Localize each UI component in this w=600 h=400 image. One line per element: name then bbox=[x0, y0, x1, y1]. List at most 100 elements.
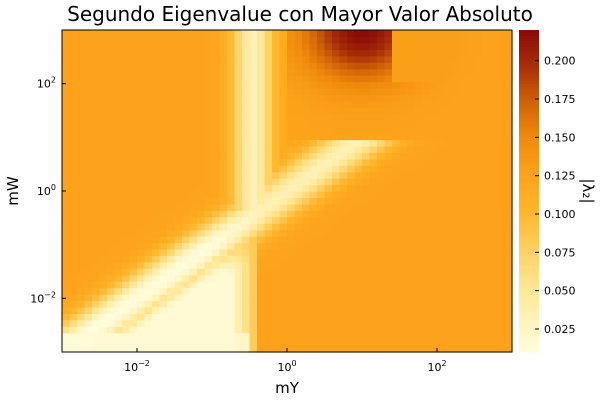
colorbar-segment bbox=[519, 252, 539, 256]
heatmap-cell bbox=[294, 281, 303, 289]
heatmap-cell bbox=[422, 145, 431, 153]
heatmap-cell bbox=[189, 223, 198, 231]
heatmap-cell bbox=[234, 145, 243, 153]
heatmap-cell bbox=[84, 319, 93, 327]
heatmap-cell bbox=[272, 223, 281, 231]
heatmap-cell bbox=[309, 87, 318, 95]
heatmap-cell bbox=[437, 126, 446, 134]
heatmap-cell bbox=[257, 242, 266, 250]
heatmap-cell bbox=[369, 300, 378, 308]
heatmap-cell bbox=[77, 306, 86, 314]
heatmap-cell bbox=[377, 145, 386, 153]
heatmap-cell bbox=[69, 255, 78, 263]
heatmap-cell bbox=[182, 345, 191, 353]
heatmap-cell bbox=[324, 281, 333, 289]
heatmap-cell bbox=[279, 191, 288, 199]
heatmap-cell bbox=[324, 345, 333, 353]
heatmap-cell bbox=[167, 120, 176, 128]
heatmap-cell bbox=[362, 216, 371, 224]
heatmap-cell bbox=[84, 313, 93, 321]
heatmap-cell bbox=[429, 281, 438, 289]
heatmap-cell bbox=[309, 81, 318, 89]
heatmap-cell bbox=[62, 113, 71, 121]
heatmap-cell bbox=[377, 229, 386, 237]
heatmap-cell bbox=[152, 87, 161, 95]
heatmap-cell bbox=[92, 30, 101, 38]
heatmap-cell bbox=[384, 178, 393, 186]
heatmap-cell bbox=[489, 281, 498, 289]
heatmap-cell bbox=[309, 55, 318, 63]
heatmap-cell bbox=[279, 68, 288, 76]
heatmap-cell bbox=[137, 223, 146, 231]
heatmap-cell bbox=[317, 274, 326, 282]
heatmap-cell bbox=[474, 210, 483, 218]
heatmap-cell bbox=[437, 339, 446, 347]
heatmap-cell bbox=[377, 107, 386, 115]
heatmap-cell bbox=[369, 113, 378, 121]
heatmap-cell bbox=[159, 139, 168, 147]
heatmap-cell bbox=[212, 184, 221, 192]
heatmap-cell bbox=[422, 294, 431, 302]
heatmap-cell bbox=[152, 236, 161, 244]
heatmap-cell bbox=[69, 113, 78, 121]
heatmap-cell bbox=[309, 261, 318, 269]
heatmap-cell bbox=[234, 306, 243, 314]
heatmap-cell bbox=[272, 68, 281, 76]
heatmap-cell bbox=[474, 94, 483, 102]
heatmap-cell bbox=[167, 139, 176, 147]
heatmap-cell bbox=[392, 75, 401, 83]
heatmap-cell bbox=[407, 68, 416, 76]
heatmap-cell bbox=[369, 42, 378, 50]
heatmap-cell bbox=[369, 126, 378, 134]
heatmap-cell bbox=[264, 339, 273, 347]
heatmap-cell bbox=[279, 145, 288, 153]
heatmap-cell bbox=[84, 306, 93, 314]
heatmap-cell bbox=[272, 294, 281, 302]
heatmap-cell bbox=[399, 178, 408, 186]
heatmap-cell bbox=[444, 120, 453, 128]
heatmap-cell bbox=[302, 229, 311, 237]
heatmap-cell bbox=[347, 332, 356, 340]
heatmap-cell bbox=[489, 287, 498, 295]
heatmap-cell bbox=[429, 242, 438, 250]
heatmap-cell bbox=[489, 326, 498, 334]
heatmap-cell bbox=[422, 191, 431, 199]
heatmap-cell bbox=[474, 287, 483, 295]
heatmap-cell bbox=[287, 248, 296, 256]
heatmap-cell bbox=[257, 300, 266, 308]
heatmap-cell bbox=[369, 75, 378, 83]
heatmap-cell bbox=[384, 332, 393, 340]
heatmap-cell bbox=[107, 94, 116, 102]
heatmap-cell bbox=[467, 345, 476, 353]
heatmap-cell bbox=[77, 139, 86, 147]
heatmap-cell bbox=[362, 184, 371, 192]
heatmap-cell bbox=[339, 36, 348, 44]
heatmap-cell bbox=[287, 210, 296, 218]
heatmap-cell bbox=[332, 268, 341, 276]
heatmap-cell bbox=[474, 139, 483, 147]
heatmap-cell bbox=[84, 216, 93, 224]
heatmap-cell bbox=[294, 42, 303, 50]
colorbar-segment bbox=[519, 282, 539, 286]
heatmap-cell bbox=[392, 345, 401, 353]
heatmap-cell bbox=[467, 68, 476, 76]
heatmap-cell bbox=[362, 152, 371, 160]
heatmap-cell bbox=[77, 42, 86, 50]
heatmap-cell bbox=[354, 36, 363, 44]
heatmap-cell bbox=[272, 184, 281, 192]
heatmap-cell bbox=[392, 287, 401, 295]
heatmap-cell bbox=[137, 68, 146, 76]
heatmap-cell bbox=[399, 30, 408, 38]
heatmap-cell bbox=[174, 255, 183, 263]
heatmap-cell bbox=[204, 319, 213, 327]
heatmap-cell bbox=[392, 68, 401, 76]
heatmap-cell bbox=[264, 68, 273, 76]
heatmap-cell bbox=[437, 281, 446, 289]
heatmap-cell bbox=[452, 294, 461, 302]
heatmap-cell bbox=[69, 242, 78, 250]
heatmap-cell bbox=[399, 197, 408, 205]
heatmap-cell bbox=[174, 36, 183, 44]
heatmap-cell bbox=[99, 178, 108, 186]
heatmap-cell bbox=[317, 113, 326, 121]
heatmap-cell bbox=[249, 268, 258, 276]
